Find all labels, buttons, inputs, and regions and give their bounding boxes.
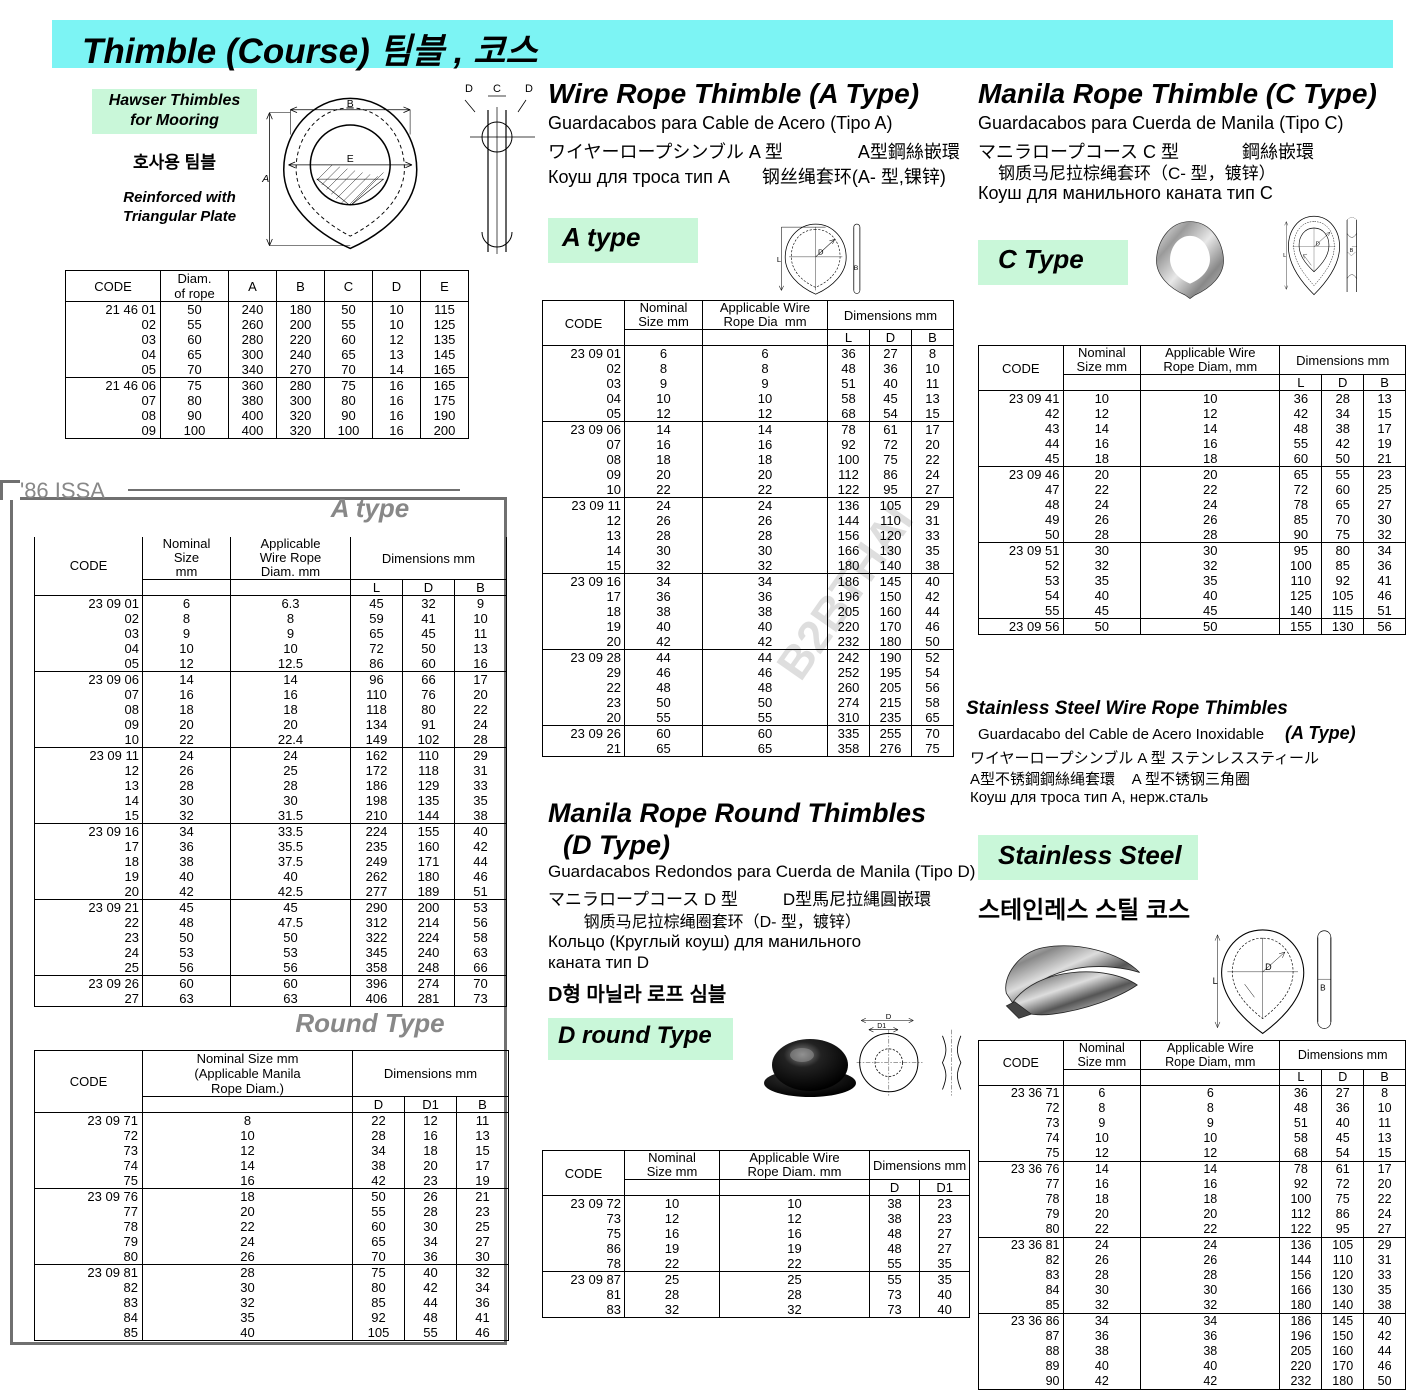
svg-text:B: B <box>347 99 354 110</box>
svg-text:B: B <box>1320 984 1326 993</box>
svg-text:L: L <box>1213 976 1218 986</box>
svg-text:D: D <box>525 83 533 95</box>
svg-text:E: E <box>347 154 354 165</box>
svg-text:D: D <box>1316 242 1320 248</box>
svg-text:D: D <box>1265 962 1272 972</box>
svg-text:C: C <box>493 83 501 95</box>
svg-text:D: D <box>465 83 473 95</box>
svg-text:D1: D1 <box>877 1023 886 1030</box>
svg-text:A: A <box>261 174 269 185</box>
svg-text:L: L <box>1283 253 1287 259</box>
svg-text:B: B <box>1350 248 1354 254</box>
svg-text:L: L <box>777 255 781 264</box>
svg-text:B: B <box>854 265 859 272</box>
svg-text:D: D <box>818 248 824 257</box>
svg-text:D: D <box>886 1012 892 1021</box>
